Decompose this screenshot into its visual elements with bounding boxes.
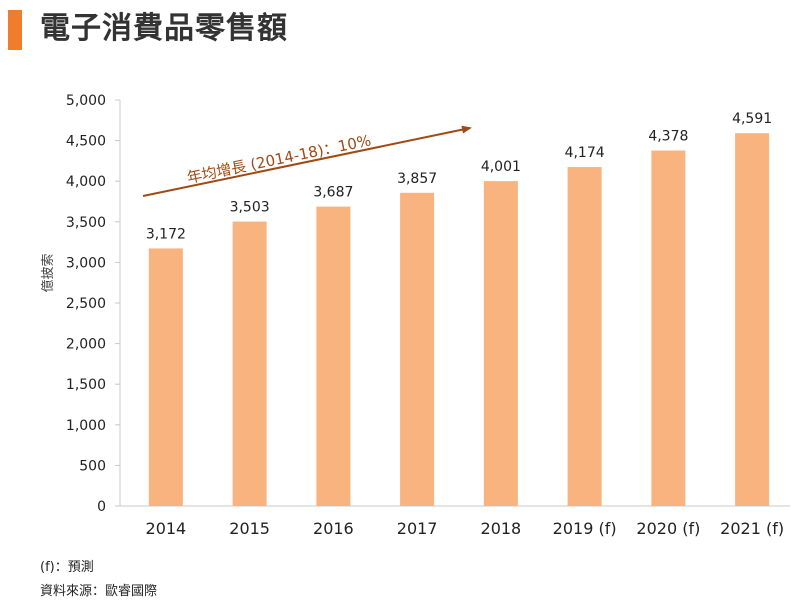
y-tick-label: 1,500 [66, 377, 106, 393]
bar-chart: 0 500 1,000 1,500 2,000 2,500 3,000 3,500 4,000 4… [40, 93, 790, 538]
x-tick-label: 2019 (f) [553, 519, 617, 538]
bar-value-label: 3,172 [146, 226, 186, 242]
bar-value-label: 3,503 [230, 200, 270, 216]
bar-value-label: 4,001 [481, 159, 521, 175]
bar-value-label: 4,174 [565, 145, 605, 161]
source-footnote: 資料來源：歐睿國際 [40, 584, 158, 599]
bar [735, 133, 770, 506]
y-tick-label: 4,000 [66, 174, 106, 190]
y-tick-label: 500 [79, 458, 106, 474]
y-tick-label: 1,000 [66, 418, 106, 434]
bar-value-label: 3,687 [313, 185, 353, 201]
bar [567, 167, 602, 506]
bar [651, 150, 686, 506]
y-tick-label: 4,500 [66, 134, 106, 150]
page-title: 電子消費品零售額 [40, 11, 288, 46]
y-tick-label: 5,000 [66, 93, 106, 109]
x-tick-label: 2017 [397, 519, 438, 538]
growth-trend-arrow [142, 125, 472, 197]
bar [316, 206, 351, 506]
y-tick-label: 2,500 [66, 296, 106, 312]
bar-value-label: 4,378 [648, 129, 688, 145]
y-tick-label: 0 [97, 499, 106, 515]
x-tick-label: 2021 (f) [720, 519, 784, 538]
y-tick-label: 2,000 [66, 337, 106, 353]
bar [483, 181, 518, 506]
y-axis-label: 億披索 [40, 253, 56, 292]
bar [232, 221, 267, 506]
bar [148, 248, 183, 506]
y-tick-label: 3,500 [66, 215, 106, 231]
x-tick-label: 2016 [313, 519, 354, 538]
forecast-footnote: (f)：預測 [40, 560, 94, 575]
growth-annotation: 年均增長 (2014-18)：10% [185, 131, 372, 187]
title-accent-bar [8, 10, 22, 50]
x-tick-label: 2015 [229, 519, 270, 538]
bar-value-label: 3,857 [397, 171, 437, 187]
x-tick-label: 2018 [481, 519, 522, 538]
bar [400, 192, 435, 507]
x-tick-label: 2020 (f) [636, 519, 700, 538]
x-tick-label: 2014 [146, 519, 187, 538]
bar-value-label: 4,591 [732, 111, 772, 127]
y-tick-label: 3,000 [66, 255, 106, 271]
